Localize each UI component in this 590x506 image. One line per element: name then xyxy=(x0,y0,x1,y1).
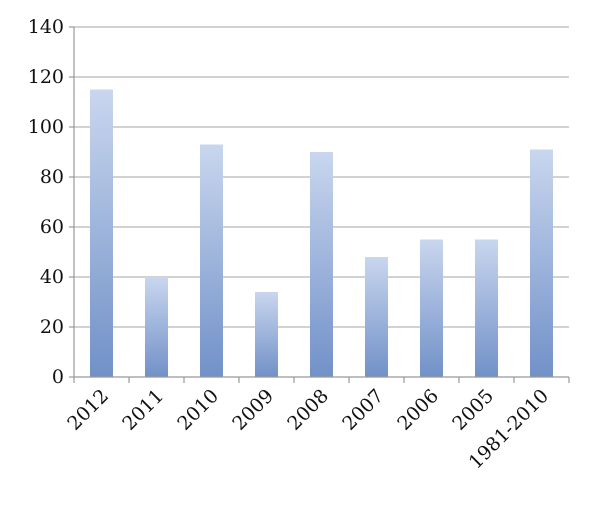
x-tick-label: 2010 xyxy=(173,385,223,435)
y-tick-label: 20 xyxy=(40,316,64,338)
axes xyxy=(69,26,570,383)
bar-2009 xyxy=(255,292,278,377)
bar-2005 xyxy=(475,239,498,377)
bar-1981-2010 xyxy=(530,149,553,377)
bar-2007 xyxy=(365,257,388,377)
y-tick-label: 40 xyxy=(40,266,64,288)
bar-2008 xyxy=(310,152,333,377)
bars xyxy=(90,89,553,377)
x-tick-label: 2012 xyxy=(63,385,113,435)
x-axis-tick-labels: 2012 2011 2010 2009 2008 2007 2006 20051981-201… xyxy=(63,385,553,473)
y-tick-label: 100 xyxy=(28,116,64,138)
bar-2010 xyxy=(200,144,223,377)
y-axis-tick-labels: 0 20 40 60 80 100 120 140 xyxy=(28,16,64,388)
x-tick-label: 2009 xyxy=(228,385,278,435)
x-tick-label: 2006 xyxy=(393,385,443,435)
y-tick-label: 120 xyxy=(28,66,64,88)
x-tick-label: 2008 xyxy=(283,385,333,435)
bar-2006 xyxy=(420,239,443,377)
bar-2011 xyxy=(145,277,168,377)
y-tick-label: 60 xyxy=(40,216,64,238)
x-tick-label: 2007 xyxy=(338,385,388,435)
x-tick-label: 2005 xyxy=(448,385,498,435)
y-tick-label: 80 xyxy=(40,166,64,188)
x-tick-label: 2011 xyxy=(118,385,168,435)
y-tick-label: 0 xyxy=(52,366,64,388)
y-tick-label: 140 xyxy=(28,16,64,38)
bar-2012 xyxy=(90,89,113,377)
